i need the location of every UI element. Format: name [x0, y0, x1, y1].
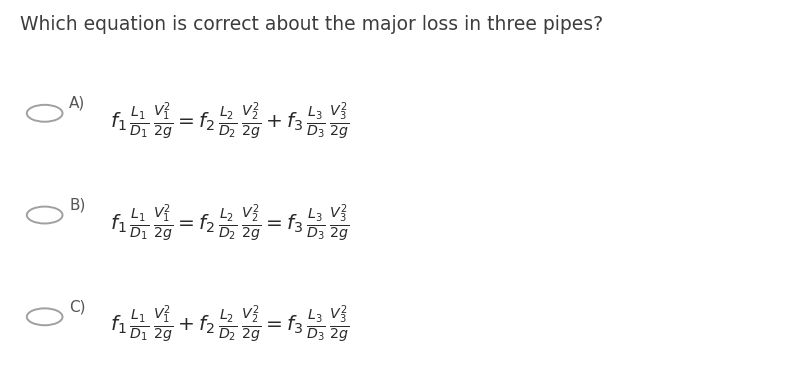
Text: $f_1\,\frac{L_1}{D_1}\,\frac{V_1^2}{2g} + f_2\,\frac{L_2}{D_2}\,\frac{V_2^2}{2g}: $f_1\,\frac{L_1}{D_1}\,\frac{V_1^2}{2g} … — [109, 304, 349, 345]
Text: C): C) — [69, 300, 85, 314]
Text: B): B) — [69, 198, 85, 213]
Text: Which equation is correct about the major loss in three pipes?: Which equation is correct about the majo… — [20, 15, 603, 34]
Text: A): A) — [69, 96, 85, 111]
Text: $f_1\,\frac{L_1}{D_1}\,\frac{V_1^2}{2g} = f_2\,\frac{L_2}{D_2}\,\frac{V_2^2}{2g}: $f_1\,\frac{L_1}{D_1}\,\frac{V_1^2}{2g} … — [109, 100, 349, 142]
Text: $f_1\,\frac{L_1}{D_1}\,\frac{V_1^2}{2g} = f_2\,\frac{L_2}{D_2}\,\frac{V_2^2}{2g}: $f_1\,\frac{L_1}{D_1}\,\frac{V_1^2}{2g} … — [109, 202, 349, 243]
